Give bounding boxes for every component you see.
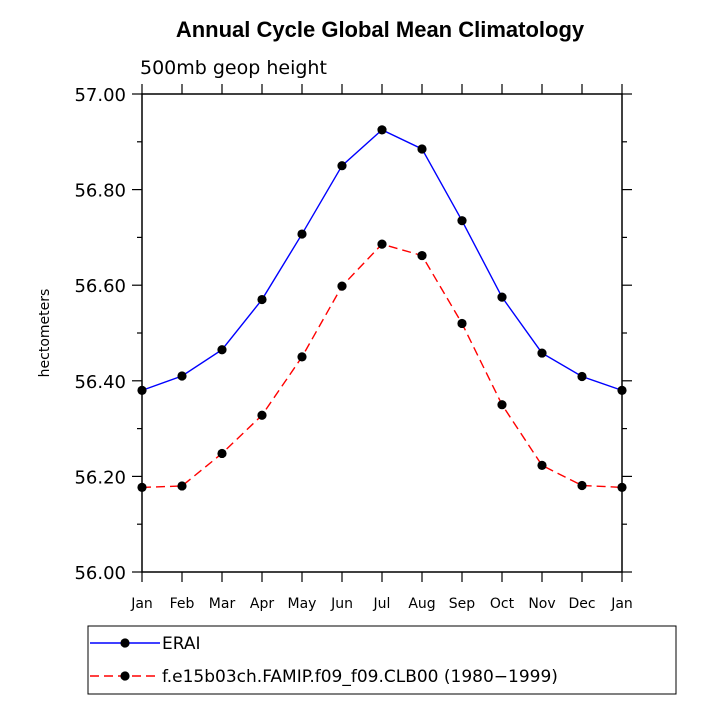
x-tick-label: Sep — [449, 596, 476, 612]
series-1-point — [257, 294, 267, 305]
series-2-point — [617, 482, 627, 492]
series-2-point — [377, 239, 387, 249]
series-2-point — [337, 281, 347, 291]
chart-subtitle: 500mb geop height — [140, 57, 327, 79]
x-tick-label: Apr — [250, 596, 274, 612]
series-2-point — [497, 400, 507, 410]
series-2-point — [257, 410, 267, 420]
x-tick-label: Dec — [568, 596, 595, 612]
y-tick-label: 56.00 — [74, 563, 126, 584]
series-line-1 — [141, 129, 623, 392]
series-2-point — [137, 482, 147, 492]
series-line-2 — [141, 243, 623, 489]
x-tick-label: Aug — [408, 596, 435, 612]
x-tick-label: Jan — [130, 596, 153, 612]
plot-area: 56.00 56.20 56.40 56.60 56.80 57.00 Jan Feb Mar A… — [74, 84, 633, 612]
series-2-point — [457, 318, 467, 329]
y-tick-label: 56.20 — [74, 467, 126, 488]
x-tick-label: Nov — [528, 596, 555, 612]
x-tick-label: Jan — [610, 596, 633, 612]
series-2-point — [297, 352, 307, 362]
series-1-point — [537, 348, 547, 358]
y-tick-label: 56.60 — [74, 276, 126, 297]
legend: ERAI f.e15b03ch.FAMIP.f09_f09.CLB00 (1980… — [87, 625, 677, 695]
series-1-point — [217, 345, 227, 355]
series-1-point — [577, 371, 587, 382]
plot-frame — [141, 93, 623, 573]
series-1-point — [297, 229, 307, 239]
x-tick-label: May — [288, 596, 317, 612]
x-tick-label: Jun — [330, 596, 353, 612]
legend-label-1: ERAI — [162, 634, 201, 654]
series-1-point — [617, 385, 627, 395]
chart-title: Annual Cycle Global Mean Climatology — [176, 17, 585, 42]
x-tick-label: Jul — [373, 596, 391, 612]
legend-marker-2 — [120, 671, 130, 681]
series-1-point — [417, 144, 427, 154]
legend-box — [87, 625, 677, 695]
legend-marker-1 — [120, 638, 130, 648]
series-2-point — [577, 480, 587, 491]
series-2-point — [217, 448, 227, 459]
series-1-point — [377, 125, 387, 135]
series-1-point — [337, 161, 347, 171]
series-1-point — [137, 385, 147, 395]
y-tick-label: 56.40 — [74, 372, 126, 393]
series-2-point — [177, 481, 187, 491]
series-1-point — [497, 292, 507, 302]
series-1-point — [177, 371, 187, 381]
series-2-point — [417, 250, 427, 261]
x-tick-label: Mar — [209, 596, 236, 612]
legend-label-2: f.e15b03ch.FAMIP.f09_f09.CLB00 (1980−199… — [162, 667, 558, 687]
x-tick-label: Feb — [170, 596, 195, 612]
y-tick-label: 56.80 — [74, 181, 126, 202]
series-1-point — [457, 216, 467, 226]
series-2-point — [537, 460, 547, 471]
y-tick-label: 57.00 — [74, 85, 126, 106]
y-axis-label: hectometers — [37, 289, 53, 378]
x-tick-label: Oct — [490, 596, 515, 612]
